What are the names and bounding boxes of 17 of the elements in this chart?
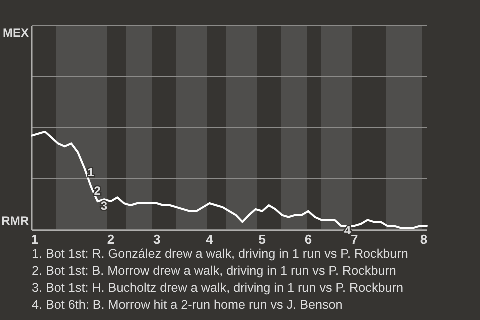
x-tick-label: 6 — [304, 232, 312, 247]
annotation: 1 — [88, 165, 95, 180]
x-tick-label: 1 — [31, 232, 39, 247]
ref-line-label: MEX — [2, 26, 29, 40]
x-tick-label: 5 — [258, 232, 266, 247]
x-tick-label: 7 — [350, 232, 358, 247]
x-tick-label: 3 — [153, 232, 161, 247]
x-tick-label: 4 — [206, 232, 214, 247]
annotation: 2 — [94, 184, 102, 198]
text: 1. Bot 1st: R. González drew a walk, driving in 1 run vs P. Rockburn — [32, 247, 408, 261]
ref-line-label: RMR — [2, 214, 30, 228]
annotation: 3 — [100, 198, 108, 213]
text: 3. Bot 1st: H. Bucholtz drew a walk, driving in 1 run vs P. Rockburn — [32, 281, 404, 295]
text: 4. Bot 6th: B. Morrow hit a 2-run home run vs J. Benson — [32, 298, 343, 312]
text: 2. Bot 1st: B. Morrow drew a walk, driving in 1 run vs P. Rockburn — [32, 264, 396, 278]
x-tick-label: 2 — [107, 232, 115, 247]
x-tick-label: 8 — [420, 232, 428, 247]
